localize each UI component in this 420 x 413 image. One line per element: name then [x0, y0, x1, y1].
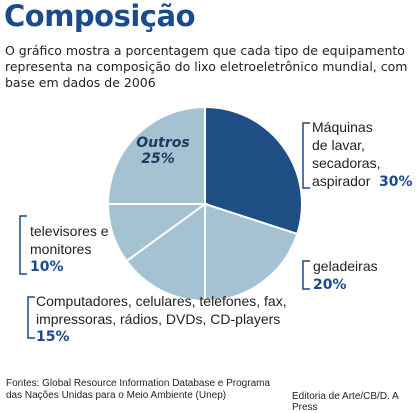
pie-slice-3 — [125, 202, 206, 303]
slice-1-label-line-3: secadoras, — [312, 155, 380, 171]
slice-4-label-line-2: monitores — [30, 241, 91, 257]
bracket-slice-4 — [19, 215, 27, 275]
slice-2-value: 20% — [313, 277, 347, 293]
sources-text: Fontes: Global Resource Information Data… — [6, 378, 271, 401]
pie-slice-2 — [204, 202, 299, 303]
page-title: Composição — [4, 0, 196, 33]
pie-slice-5 — [106, 105, 206, 205]
bracket-slice-3 — [27, 296, 35, 339]
slice-5-value: 25% — [141, 151, 175, 167]
slice-1-label-line-4: aspirador — [312, 173, 371, 189]
slice-1-label-line-2: de lavar, — [312, 137, 365, 153]
bracket-slice-2 — [302, 260, 310, 290]
pie-slice-1 — [204, 105, 303, 236]
slice-3-label-line-1: Computadores, celulares, telefones, fax, — [36, 293, 287, 309]
bracket-slice-1 — [302, 122, 310, 189]
slice-4-value: 10% — [30, 259, 64, 275]
slice-4-label-line-1: televisores e — [30, 223, 109, 239]
slice-1-label-line-1: Máquinas — [312, 119, 373, 135]
intro-text: O gráfico mostra a porcentagem que cada … — [5, 43, 408, 90]
slice-1-value: 30% — [379, 174, 413, 190]
pie-slices — [106, 105, 303, 303]
slice-5-label: Outros — [136, 135, 189, 151]
credit-text: Editoria de Arte/CB/D. A Press — [292, 391, 399, 413]
slice-3-label-line-2: impressoras, rádios, DVDs, CD-players — [36, 311, 280, 327]
slice-2-label: geladeiras — [313, 258, 378, 274]
slice-3-value: 15% — [36, 329, 70, 345]
